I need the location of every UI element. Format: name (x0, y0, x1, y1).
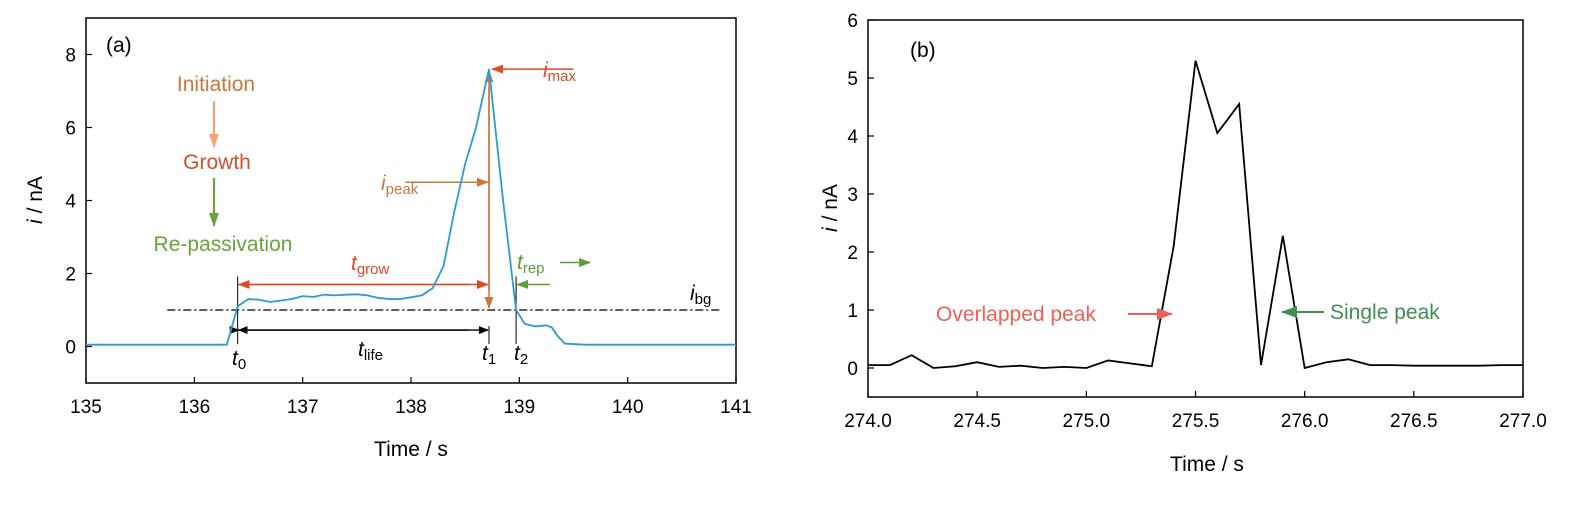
t-rep-subscript: rep (523, 260, 545, 277)
panel-b-x-axis-label: Time / s (1170, 453, 1244, 476)
t-life-subscript: life (364, 347, 383, 364)
t0-subscript: 0 (238, 356, 246, 373)
t-grow-symbol: t (351, 252, 358, 275)
panel-a-x-tick-label: 137 (287, 397, 319, 418)
t0-label: t0 (232, 347, 246, 373)
panel-a-y-ticks: 0 2 4 6 8 (65, 46, 92, 359)
panel-b-y-tick-label: 6 (847, 11, 858, 32)
panel-a-y-tick-label: 8 (65, 46, 76, 67)
panel-b-y-tick-label: 0 (847, 359, 858, 380)
panel-b-y-tick-label: 5 (847, 69, 858, 90)
panel-a-x-tick-label: 136 (178, 397, 210, 418)
overlapped-peak-label: Overlapped peak (936, 303, 1096, 326)
panel-b-y-tick-label: 4 (847, 127, 858, 148)
t0-symbol: t (232, 347, 239, 370)
i-bg-symbol: i (690, 282, 696, 305)
t-grow-label: tgrow (351, 252, 390, 278)
panel-a-x-tick-label: 135 (70, 397, 102, 418)
t1-symbol: t (482, 342, 489, 365)
repassivation-label: Re-passivation (154, 233, 293, 256)
panel-b-y-ticks: 0 1 2 3 4 5 6 (847, 11, 874, 380)
panel-a-y-tick-label: 0 (65, 338, 76, 359)
t-life-symbol: t (358, 338, 365, 361)
t1-label: t1 (482, 342, 496, 368)
i-peak-symbol: i (381, 172, 387, 195)
panel-a-x-tick-label: 139 (503, 397, 535, 418)
growth-label: Growth (183, 151, 251, 174)
panel-a-x-axis-label: Time / s (374, 438, 448, 461)
panel-b-y-axis-label: i / nA (819, 184, 842, 232)
t1-subscript: 1 (488, 351, 496, 368)
single-peak-label: Single peak (1330, 301, 1440, 324)
t-life-label: tlife (358, 338, 383, 364)
panel-b-x-tick-label: 277.0 (1499, 411, 1547, 432)
panel-b-x-tick-label: 276.0 (1281, 411, 1329, 432)
panel-a: (a) 135 136 137 138 139 140 141 0 2 4 6 8 Time / s… (24, 17, 752, 461)
panel-b-label: (b) (910, 39, 936, 62)
panel-b-x-tick-label: 275.0 (1063, 411, 1111, 432)
panel-b-y-axis-label-symbol: i (819, 226, 842, 232)
panel-b: (b) 274.0 274.5 275.0 275.5 276.0 276.5 277.0 … (819, 11, 1547, 476)
panel-a-x-tick-label: 141 (720, 397, 752, 418)
panel-b-y-axis-label-unit: / nA (819, 184, 842, 227)
panel-a-y-tick-label: 4 (65, 192, 76, 213)
panel-a-annotations (167, 64, 722, 345)
panel-b-x-ticks: 274.0 274.5 275.0 275.5 276.0 276.5 277.0 (844, 391, 1547, 432)
panel-a-y-tick-label: 6 (65, 119, 76, 140)
i-max-subscript: max (548, 68, 577, 85)
t2-symbol: t (514, 342, 521, 365)
initiation-label: Initiation (177, 73, 255, 96)
panel-b-x-tick-label: 274.5 (953, 411, 1001, 432)
panel-a-current-trace (86, 68, 736, 346)
panel-a-x-tick-label: 138 (395, 397, 427, 418)
panel-a-y-tick-label: 2 (65, 265, 76, 286)
t2-subscript: 2 (520, 351, 528, 368)
panel-b-y-tick-label: 1 (847, 301, 858, 322)
t-grow-subscript: grow (357, 261, 390, 278)
i-max-label: imax (543, 59, 577, 85)
t2-label: t2 (514, 342, 528, 368)
i-bg-subscript: bg (695, 291, 712, 308)
panel-a-x-tick-label: 140 (612, 397, 644, 418)
panel-b-x-tick-label: 275.5 (1172, 411, 1220, 432)
panel-a-x-ticks: 135 136 137 138 139 140 141 (70, 377, 752, 418)
panel-a-y-axis-label-symbol: i (24, 218, 47, 224)
panel-a-label: (a) (106, 34, 132, 57)
panel-b-frame (867, 19, 1524, 398)
t-rep-symbol: t (517, 251, 524, 274)
panel-b-current-trace (868, 60, 1523, 370)
panel-a-y-axis-label: i / nA (24, 176, 47, 224)
panel-b-y-tick-label: 2 (847, 243, 858, 264)
i-peak-label: ipeak (381, 172, 419, 198)
i-peak-subscript: peak (386, 181, 419, 198)
i-bg-label: ibg (690, 282, 711, 308)
panel-b-y-tick-label: 3 (847, 185, 858, 206)
panel-b-x-tick-label: 276.5 (1390, 411, 1438, 432)
t-rep-label: trep (517, 251, 545, 277)
panel-a-y-axis-label-unit: / nA (24, 176, 47, 219)
i-max-symbol: i (543, 59, 549, 82)
panel-b-x-tick-label: 274.0 (844, 411, 892, 432)
